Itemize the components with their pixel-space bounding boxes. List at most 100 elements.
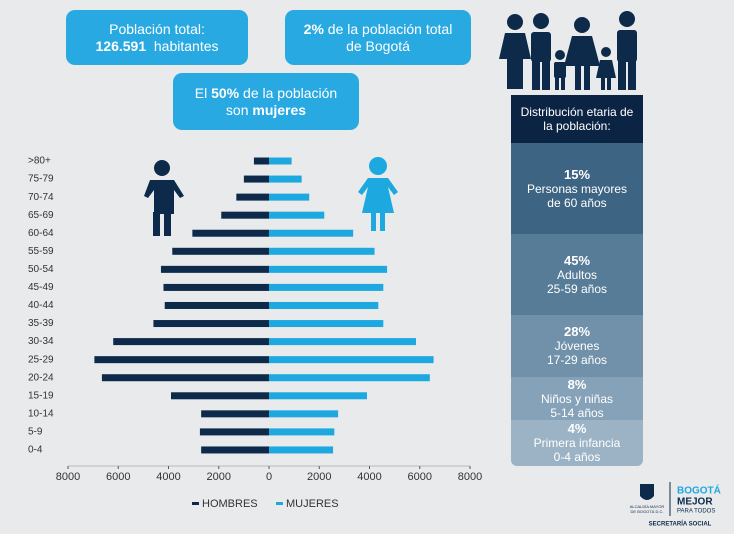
bar <box>243 175 269 183</box>
bar <box>269 175 302 183</box>
bar <box>269 446 334 454</box>
callout-text: son <box>225 101 249 118</box>
x-tick-label: 2000 <box>207 471 231 483</box>
bar <box>269 356 434 364</box>
logo-text: BOGOTÁ <box>677 484 721 497</box>
y-tick-label: 15-19 <box>28 390 54 401</box>
callout-total: Población total: 126.591 habitantes <box>66 10 248 65</box>
callout-value: 50% <box>211 84 240 101</box>
x-tick-label: 4000 <box>357 471 381 483</box>
bar <box>269 410 339 418</box>
woman-icon <box>358 157 398 231</box>
bar <box>269 283 384 291</box>
legend-marker <box>276 502 283 505</box>
bar <box>269 338 416 346</box>
legend-marker <box>192 502 199 505</box>
y-tick-label: 25-29 <box>28 354 54 365</box>
logo-text: PARA TODOS <box>677 509 715 515</box>
bar <box>269 320 384 328</box>
logo-shield <box>640 484 654 500</box>
logo: ALCALDÍA MAYOR DE BOGOTÁ D.C. BOGOTÁ MEJ… <box>630 482 721 528</box>
logo-text: MEJOR <box>677 497 713 508</box>
bar <box>269 157 292 165</box>
bar <box>236 193 269 201</box>
bar <box>269 265 388 273</box>
bar <box>160 265 269 273</box>
age-group: 28% Jóvenes 17-29 años <box>511 315 643 377</box>
callout-text: de la población <box>243 84 338 101</box>
x-tick-label: 8000 <box>458 471 482 483</box>
legend-label: MUJERES <box>286 498 339 510</box>
bar <box>201 446 269 454</box>
y-tick-label: >80+ <box>28 156 51 167</box>
callout-women: El 50% de la población son mujeres <box>173 73 359 130</box>
logo-text: ALCALDÍA MAYOR <box>630 504 665 509</box>
bar <box>153 320 269 328</box>
callout-value: 2% <box>303 20 324 37</box>
callout-text: Población total: <box>109 20 205 37</box>
bar <box>113 338 269 346</box>
age-group: 8% Niños y niñas 5-14 años <box>511 377 643 420</box>
y-tick-label: 45-49 <box>28 282 54 293</box>
legend-label: HOMBRES <box>202 498 258 510</box>
family-icon <box>499 11 637 90</box>
group-label: Jóvenes <box>554 339 600 353</box>
y-tick-label: 65-69 <box>28 210 54 221</box>
age-group: 4% Primera infancia 0-4 años <box>511 420 643 466</box>
bar <box>269 374 430 382</box>
callout-text: El <box>194 84 208 101</box>
panel-title: Distribución etaria de <box>520 105 634 119</box>
bar <box>253 157 269 165</box>
x-tick-label: 4000 <box>156 471 180 483</box>
group-label: 0-4 años <box>553 450 601 464</box>
y-tick-label: 75-79 <box>28 174 54 185</box>
x-tick-label: 8000 <box>56 471 80 483</box>
bar <box>269 301 379 309</box>
group-label: Personas mayores <box>526 181 628 196</box>
age-group: 15% Personas mayores de 60 años <box>511 143 643 234</box>
group-label: 25-59 años <box>546 281 608 296</box>
bar <box>163 283 269 291</box>
bar <box>269 211 325 219</box>
x-tick-label: 0 <box>266 471 272 483</box>
group-percent: 15% <box>563 166 591 182</box>
group-percent: 4% <box>567 421 587 436</box>
group-label: de 60 años <box>547 195 607 210</box>
y-tick-label: 55-59 <box>28 246 54 257</box>
y-tick-label: 0-4 <box>28 445 43 456</box>
y-tick-label: 35-39 <box>28 318 54 329</box>
group-label: Adultos <box>556 267 598 282</box>
bar <box>269 428 335 436</box>
bar <box>269 193 310 201</box>
bar <box>171 392 269 400</box>
bar <box>101 374 269 382</box>
group-label: Niños y niñas <box>540 391 614 406</box>
bar <box>199 428 269 436</box>
panel-title: la población: <box>543 119 611 133</box>
y-tick-label: 40-44 <box>28 300 54 311</box>
bar <box>164 301 269 309</box>
logo-text: SECRETARÍA SOCIAL <box>649 520 712 528</box>
y-tick-label: 60-64 <box>28 228 54 239</box>
bar <box>269 392 367 400</box>
age-panel-header: Distribución etaria de la población: <box>511 95 643 143</box>
group-label: 17-29 años <box>546 353 608 367</box>
y-tick-label: 30-34 <box>28 336 54 347</box>
group-label: Primera infancia <box>533 436 621 450</box>
y-tick-label: 5-9 <box>28 427 43 438</box>
group-percent: 45% <box>563 252 591 268</box>
y-tick-label: 70-74 <box>28 192 54 203</box>
bar <box>94 356 269 364</box>
callout-value: 126.591 <box>95 37 147 54</box>
x-tick-label: 2000 <box>307 471 331 483</box>
callout-text: habitantes <box>153 37 219 54</box>
bar <box>221 211 269 219</box>
bar <box>172 247 269 255</box>
y-tick-label: 50-54 <box>28 264 54 275</box>
bar <box>269 229 354 237</box>
y-tick-label: 10-14 <box>28 408 54 419</box>
bar <box>269 247 375 255</box>
x-tick-label: 6000 <box>106 471 130 483</box>
bar <box>192 229 269 237</box>
